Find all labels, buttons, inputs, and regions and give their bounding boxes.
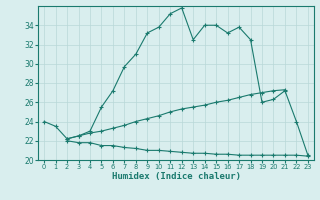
- X-axis label: Humidex (Indice chaleur): Humidex (Indice chaleur): [111, 172, 241, 181]
